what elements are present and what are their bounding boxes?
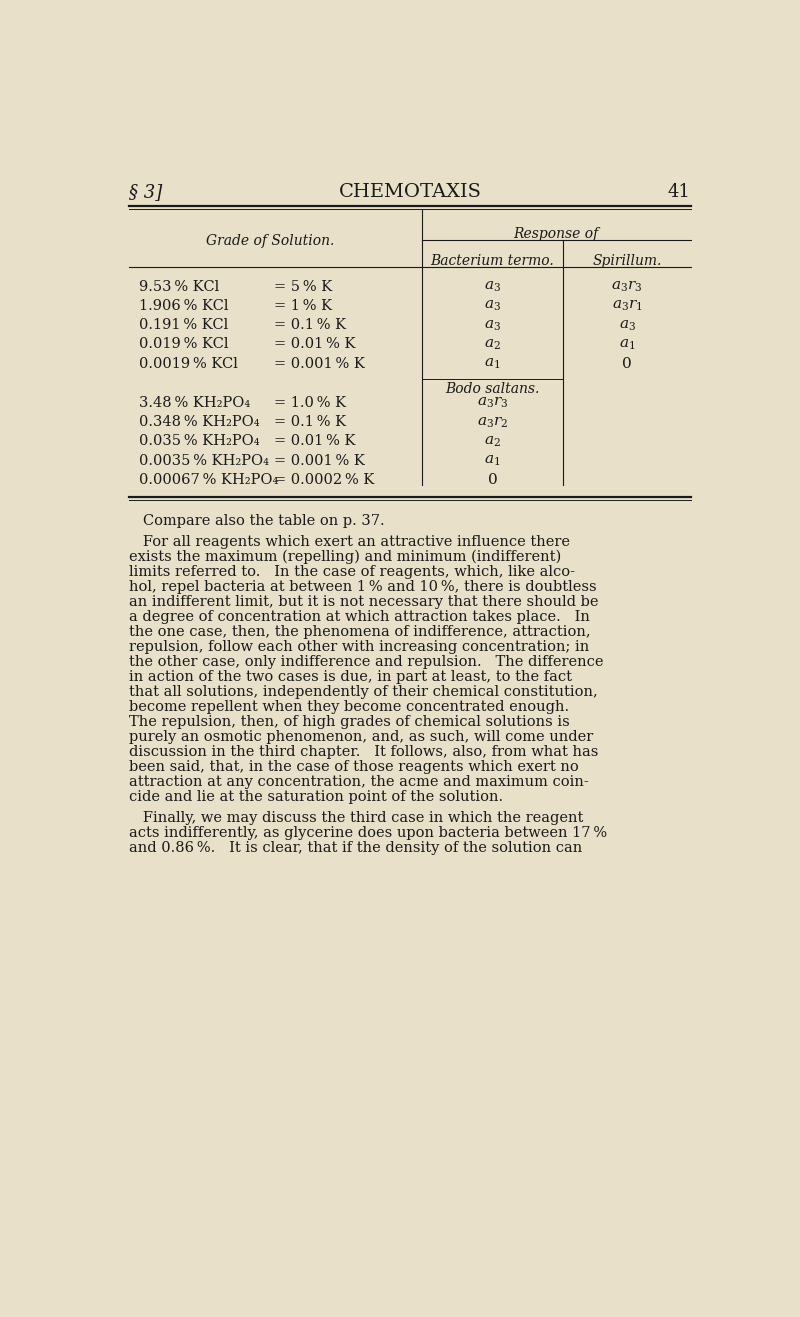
Text: For all reagents which exert an attractive influence there: For all reagents which exert an attracti… (130, 535, 570, 549)
Text: 1.906 % KCl: 1.906 % KCl (138, 299, 228, 313)
Text: become repellent when they become concentrated enough.: become repellent when they become concen… (130, 699, 570, 714)
Text: exists the maximum (repelling) and minimum (indifferent): exists the maximum (repelling) and minim… (130, 549, 562, 564)
Text: 0.035 % KH₂PO₄: 0.035 % KH₂PO₄ (138, 435, 259, 449)
Text: = 0.001 % K: = 0.001 % K (274, 357, 365, 370)
Text: Compare also the table on p. 37.: Compare also the table on p. 37. (130, 514, 385, 528)
Text: The repulsion, then, of high grades of chemical solutions is: The repulsion, then, of high grades of c… (130, 715, 570, 730)
Text: = 0.001 % K: = 0.001 % K (274, 454, 365, 468)
Text: the one case, then, the phenomena of indifference, attraction,: the one case, then, the phenomena of ind… (130, 624, 591, 639)
Text: been said, that, in the case of those reagents which exert no: been said, that, in the case of those re… (130, 760, 579, 774)
Text: $a_1$: $a_1$ (484, 454, 501, 468)
Text: an indifferent limit, but it is not necessary that there should be: an indifferent limit, but it is not nece… (130, 595, 599, 608)
Text: = 0.0002 % K: = 0.0002 % K (274, 473, 374, 487)
Text: the other case, only indifference and repulsion.   The difference: the other case, only indifference and re… (130, 655, 604, 669)
Text: 0: 0 (622, 357, 632, 370)
Text: cide and lie at the saturation point of the solution.: cide and lie at the saturation point of … (130, 790, 503, 805)
Text: $a_3r_1$: $a_3r_1$ (611, 299, 642, 313)
Text: $a_3r_3$: $a_3r_3$ (477, 396, 508, 411)
Text: purely an osmotic phenomenon, and, as such, will come under: purely an osmotic phenomenon, and, as su… (130, 730, 594, 744)
Text: $a_2$: $a_2$ (484, 337, 501, 352)
Text: 9.53 % KCl: 9.53 % KCl (138, 279, 219, 294)
Text: 0.019 % KCl: 0.019 % KCl (138, 337, 228, 352)
Text: 0: 0 (488, 473, 498, 487)
Text: $a_3r_3$: $a_3r_3$ (611, 279, 642, 294)
Text: CHEMOTAXIS: CHEMOTAXIS (338, 183, 482, 200)
Text: 41: 41 (668, 183, 690, 200)
Text: = 0.01 % K: = 0.01 % K (274, 435, 355, 449)
Text: 0.191 % KCl: 0.191 % KCl (138, 319, 228, 332)
Text: $a_1$: $a_1$ (618, 337, 635, 352)
Text: 0.0035 % KH₂PO₄: 0.0035 % KH₂PO₄ (138, 454, 269, 468)
Text: in action of the two cases is due, in part at least, to the fact: in action of the two cases is due, in pa… (130, 670, 573, 684)
Text: that all solutions, independently of their chemical constitution,: that all solutions, independently of the… (130, 685, 598, 699)
Text: = 0.01 % K: = 0.01 % K (274, 337, 355, 352)
Text: discussion in the third chapter.   It follows, also, from what has: discussion in the third chapter. It foll… (130, 745, 599, 759)
Text: and 0.86 %.   It is clear, that if the density of the solution can: and 0.86 %. It is clear, that if the den… (130, 842, 582, 855)
Text: § 3]: § 3] (130, 183, 162, 200)
Text: = 0.1 % K: = 0.1 % K (274, 319, 346, 332)
Text: $a_3$: $a_3$ (484, 319, 501, 333)
Text: Bodo saltans.: Bodo saltans. (446, 382, 540, 396)
Text: 3.48 % KH₂PO₄: 3.48 % KH₂PO₄ (138, 396, 250, 410)
Text: hol, repel bacteria at between 1 % and 10 %, there is doubtless: hol, repel bacteria at between 1 % and 1… (130, 579, 597, 594)
Text: a degree of concentration at which attraction takes place.   In: a degree of concentration at which attra… (130, 610, 590, 624)
Text: $a_3$: $a_3$ (618, 319, 635, 333)
Text: $a_3$: $a_3$ (484, 279, 501, 294)
Text: 0.0019 % KCl: 0.0019 % KCl (138, 357, 238, 370)
Text: limits referred to.   In the case of reagents, which, like alco-: limits referred to. In the case of reage… (130, 565, 575, 579)
Text: Spirillum.: Spirillum. (592, 254, 662, 269)
Text: = 5 % K: = 5 % K (274, 279, 332, 294)
Text: 0.00067 % KH₂PO₄: 0.00067 % KH₂PO₄ (138, 473, 278, 487)
Text: $a_2$: $a_2$ (484, 435, 501, 449)
Text: $a_3r_2$: $a_3r_2$ (477, 415, 508, 429)
Text: Finally, we may discuss the third case in which the reagent: Finally, we may discuss the third case i… (130, 811, 584, 824)
Text: repulsion, follow each other with increasing concentration; in: repulsion, follow each other with increa… (130, 640, 590, 655)
Text: attraction at any concentration, the acme and maximum coin-: attraction at any concentration, the acm… (130, 774, 589, 789)
Text: = 1 % K: = 1 % K (274, 299, 332, 313)
Text: 0.348 % KH₂PO₄: 0.348 % KH₂PO₄ (138, 415, 259, 429)
Text: Bacterium termo.: Bacterium termo. (430, 254, 554, 269)
Text: $a_3$: $a_3$ (484, 299, 501, 313)
Text: Response of: Response of (514, 228, 598, 241)
Text: = 0.1 % K: = 0.1 % K (274, 415, 346, 429)
Text: Grade of Solution.: Grade of Solution. (206, 233, 334, 248)
Text: acts indifferently, as glycerine does upon bacteria between 17 %: acts indifferently, as glycerine does up… (130, 826, 607, 840)
Text: = 1.0 % K: = 1.0 % K (274, 396, 346, 410)
Text: $a_1$: $a_1$ (484, 357, 501, 371)
